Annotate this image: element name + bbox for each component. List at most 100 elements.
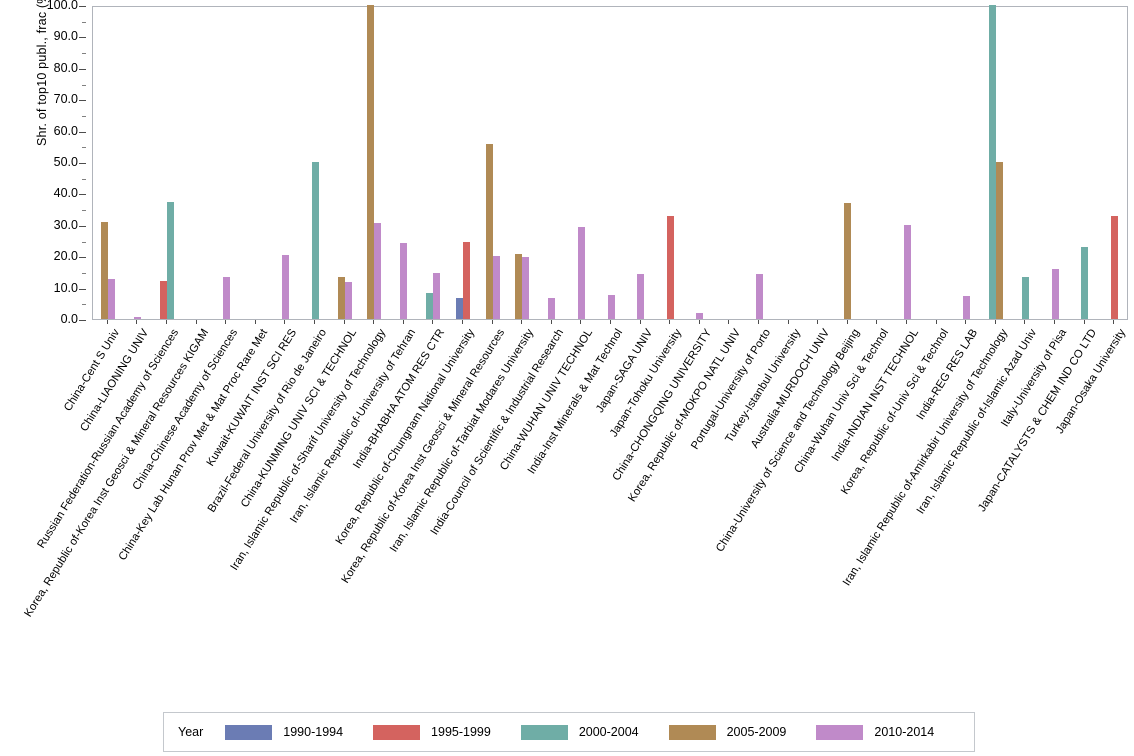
y-tick-mark [79, 194, 86, 196]
bar [962, 296, 970, 319]
bar [107, 279, 115, 319]
y-tick-label: 100.0 [46, 0, 78, 12]
y-tick-label: 10.0 [53, 280, 78, 295]
x-tick-mark [1113, 320, 1115, 324]
x-tick-mark [758, 320, 759, 324]
bar [456, 298, 463, 319]
x-tick-mark [906, 320, 907, 324]
x-tick-mark [491, 320, 493, 324]
x-tick-mark [639, 320, 641, 324]
legend-item[interactable]: 1990-1994 [225, 724, 344, 740]
bar [167, 202, 174, 319]
legend-item[interactable]: 2000-2004 [520, 724, 639, 740]
x-tick-mark [402, 320, 404, 324]
y-tick-mark [79, 37, 86, 39]
x-tick-mark [106, 320, 108, 324]
legend: Year 1990-1994 1995-1999 2000-2004 2005-200… [163, 712, 975, 752]
x-tick-mark [521, 320, 523, 324]
x-tick-mark [284, 320, 286, 324]
y-tick-minor [0, 84, 92, 86]
x-tick-mark [994, 320, 996, 324]
x-tick-label: Korea, Republic of-Chungnam National Uni… [333, 327, 478, 547]
x-tick-mark [698, 320, 700, 324]
legend-item[interactable]: 1995-1999 [373, 724, 491, 740]
x-tick-mark [343, 320, 345, 324]
x-tick-mark [610, 320, 611, 324]
y-tick-label: 70.0 [53, 92, 78, 107]
bar [1081, 247, 1089, 319]
plot-frame [92, 5, 1128, 320]
y-tick-label: 60.0 [53, 123, 78, 138]
plot-area [93, 5, 1127, 319]
y-tick-mark [79, 320, 86, 321]
legend-label: 1995-1999 [431, 725, 491, 739]
y-tick-mark [79, 225, 86, 227]
x-tick-mark [373, 320, 375, 324]
x-tick-mark [728, 320, 730, 324]
x-tick-mark [1054, 320, 1055, 324]
y-tick-mark [82, 84, 86, 86]
y-tick-mark [82, 304, 86, 306]
bar [995, 162, 1003, 319]
x-tick-mark [254, 320, 256, 324]
x-tick-mark [550, 320, 552, 324]
bar [337, 277, 345, 319]
bar [400, 243, 408, 319]
x-tick-mark [580, 320, 582, 324]
bar [577, 227, 585, 319]
y-tick: 60.0 [0, 124, 92, 138]
y-tick-mark [82, 147, 86, 149]
y-tick-mark [79, 131, 86, 133]
x-tick-mark [166, 320, 167, 324]
bar [463, 242, 470, 319]
y-tick-mark [82, 241, 86, 243]
y-tick-mark [82, 178, 86, 180]
y-tick-minor [0, 21, 92, 23]
x-tick-mark [432, 320, 434, 324]
y-tick-minor [0, 115, 92, 117]
legend-item[interactable]: 2005-2009 [668, 724, 787, 740]
bar [844, 203, 852, 319]
legend-label: 1990-1994 [283, 725, 344, 739]
y-tick-minor [0, 272, 92, 274]
bar [344, 281, 352, 319]
y-axis-title: Shr. of top10 publ., frac (%) [35, 0, 49, 146]
bar [637, 274, 645, 319]
y-tick-label: 20.0 [53, 249, 78, 264]
legend-label: 2005-2009 [726, 725, 787, 739]
bar [426, 292, 434, 319]
y-tick: 40.0 [0, 186, 92, 200]
bar [522, 257, 530, 319]
legend-swatch [816, 724, 864, 740]
bar [607, 295, 615, 319]
legend-swatch [520, 724, 568, 740]
y-tick-mark [82, 210, 86, 212]
legend-label: 2000-2004 [578, 725, 639, 739]
x-tick-mark [935, 320, 937, 324]
x-tick-mark [314, 320, 315, 324]
x-tick-mark [965, 320, 967, 324]
y-tick-minor [0, 241, 92, 243]
y-tick-minor [0, 147, 92, 149]
x-tick-mark [876, 320, 878, 324]
legend-swatch [668, 724, 716, 740]
bar [367, 5, 375, 319]
x-tick-mark [1024, 320, 1026, 324]
x-tick-mark [1083, 320, 1085, 324]
bar [1110, 216, 1118, 319]
bar [485, 144, 493, 319]
y-tick: 100.0 [0, 0, 92, 12]
y-tick-mark [79, 100, 86, 102]
y-tick-mark [79, 288, 86, 290]
bar [433, 272, 441, 319]
y-tick: 10.0 [0, 281, 92, 295]
x-tick-label: Korea, Republic of-MOKPO NATL UNIV [626, 327, 744, 505]
y-tick-mark [82, 272, 86, 274]
bar [515, 254, 523, 319]
legend-item[interactable]: 2010-2014 [816, 724, 934, 740]
y-tick: 80.0 [0, 61, 92, 75]
y-tick-label: 50.0 [53, 155, 78, 169]
bar [755, 274, 763, 319]
x-tick-mark [195, 320, 197, 324]
